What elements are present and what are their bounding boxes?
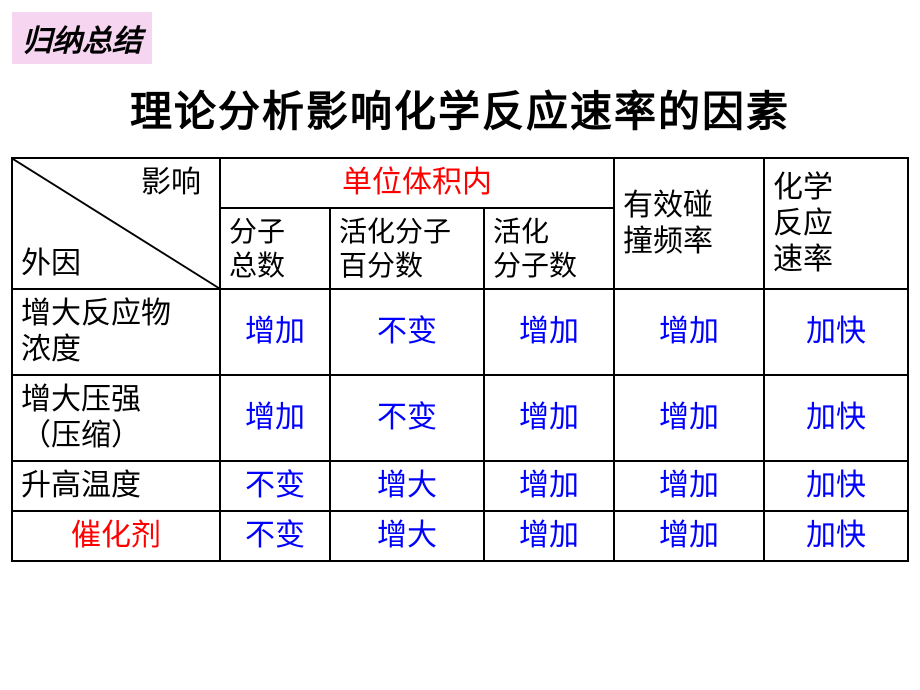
cell-1-4: 加快 <box>764 375 908 461</box>
header-col-collision-freq: 有效碰撞频率 <box>614 158 764 289</box>
cell-3-2: 增加 <box>484 511 614 561</box>
cell-3-1: 增大 <box>330 511 484 561</box>
cell-2-0: 不变 <box>220 461 330 511</box>
reaction-rate-table: 影响外因单位体积内有效碰撞频率化学反应速率分子总数活化分子百分数活化分子数增大反… <box>11 157 909 562</box>
summary-badge: 归纳总结 <box>12 12 152 64</box>
header-subcol-1: 活化分子百分数 <box>330 208 484 289</box>
header-subcol-0: 分子总数 <box>220 208 330 289</box>
cell-3-4: 加快 <box>764 511 908 561</box>
header-diag-top: 影响 <box>141 165 201 201</box>
cell-2-4: 加快 <box>764 461 908 511</box>
header-col-reaction-rate: 化学反应速率 <box>764 158 908 289</box>
cell-0-0: 增加 <box>220 289 330 375</box>
row-label-2: 升高温度 <box>12 461 220 511</box>
cell-3-0: 不变 <box>220 511 330 561</box>
cell-2-1: 增大 <box>330 461 484 511</box>
cell-2-2: 增加 <box>484 461 614 511</box>
cell-3-3: 增加 <box>614 511 764 561</box>
cell-0-3: 增加 <box>614 289 764 375</box>
row-label-3: 催化剂 <box>12 511 220 561</box>
cell-1-3: 增加 <box>614 375 764 461</box>
cell-0-1: 不变 <box>330 289 484 375</box>
header-diag-bottom: 外因 <box>21 246 81 282</box>
cell-0-2: 增加 <box>484 289 614 375</box>
cell-1-1: 不变 <box>330 375 484 461</box>
row-label-0: 增大反应物浓度 <box>12 289 220 375</box>
header-group-unit-volume: 单位体积内 <box>220 158 614 208</box>
cell-1-0: 增加 <box>220 375 330 461</box>
cell-1-2: 增加 <box>484 375 614 461</box>
cell-0-4: 加快 <box>764 289 908 375</box>
row-label-1: 增大压强（压缩） <box>12 375 220 461</box>
header-diagonal-cell: 影响外因 <box>12 158 220 289</box>
header-subcol-2: 活化分子数 <box>484 208 614 289</box>
cell-2-3: 增加 <box>614 461 764 511</box>
page-title: 理论分析影响化学反应速率的因素 <box>0 78 920 139</box>
